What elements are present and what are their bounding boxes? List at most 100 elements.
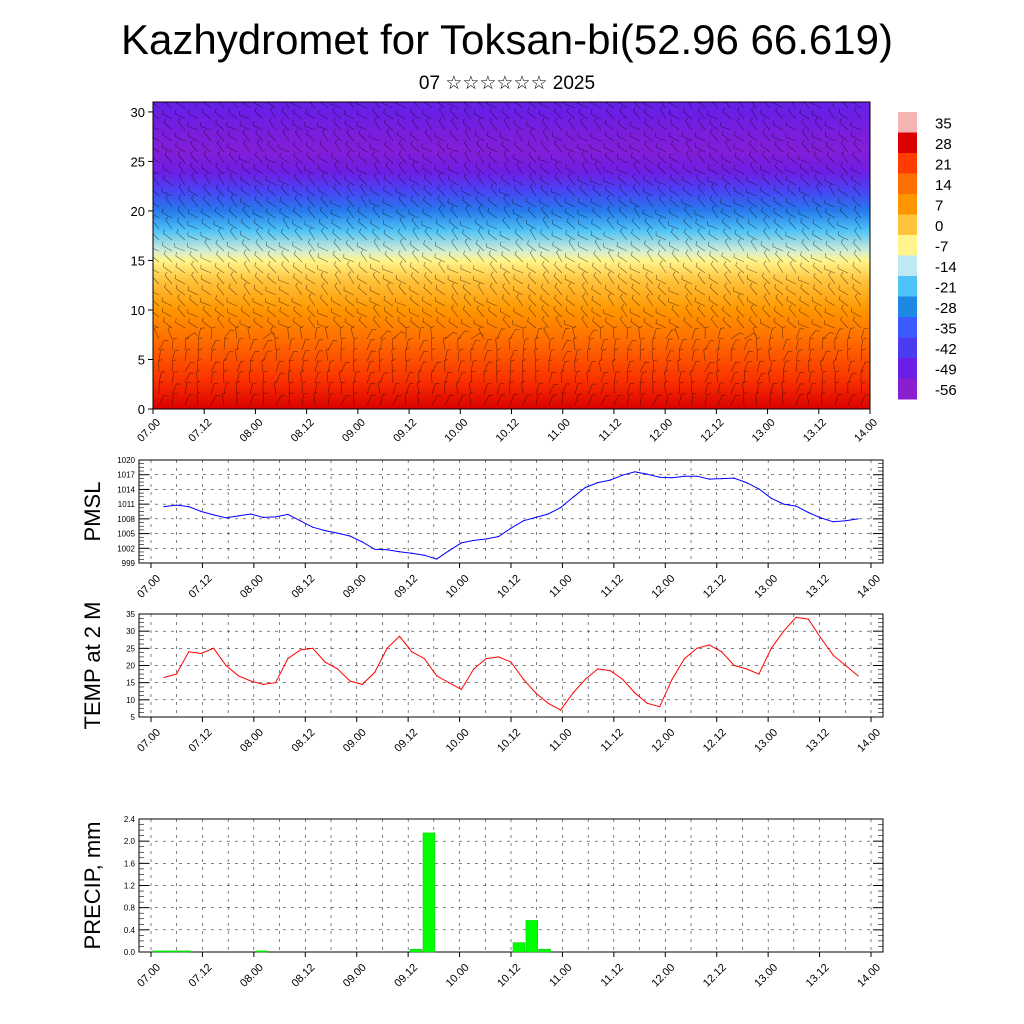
- wind-barb: [795, 328, 804, 340]
- wind-barb: [593, 272, 602, 285]
- wind-barb: [396, 208, 407, 219]
- wind-barb: [164, 271, 173, 285]
- x-tick-label: 13.12: [804, 573, 832, 601]
- wind-barb: [772, 154, 784, 164]
- pmsl-point: [274, 516, 277, 518]
- x-tick-label: 11.12: [599, 573, 626, 600]
- x-tick-label: 13.00: [750, 417, 778, 445]
- wind-barb: [488, 162, 498, 175]
- wind-barb: [460, 276, 472, 285]
- wind-barb: [226, 297, 238, 307]
- wind-barb: [153, 248, 160, 252]
- colorbar-swatch: [898, 255, 917, 277]
- wind-barb: [299, 325, 304, 340]
- wind-barb: [358, 284, 368, 296]
- wind-barb: [422, 164, 433, 175]
- wind-barb: [232, 102, 238, 109]
- wind-barb: [743, 370, 749, 384]
- colorbar-label: -28: [935, 300, 957, 317]
- pmsl-point: [423, 554, 425, 556]
- wind-barb: [372, 228, 381, 241]
- wind-barb: [340, 381, 346, 395]
- wind-barb: [802, 194, 810, 208]
- wind-barb: [215, 119, 225, 131]
- wind-barb: [552, 102, 563, 109]
- temp-point: [237, 675, 239, 677]
- wind-barb: [657, 250, 667, 263]
- wind-barb: [304, 166, 316, 175]
- wind-barb: [535, 382, 544, 395]
- pmsl-point: [770, 497, 772, 499]
- wind-barb: [322, 128, 329, 142]
- wind-barb: [320, 294, 329, 307]
- wind-barb: [358, 129, 368, 142]
- wind-barb: [409, 240, 420, 252]
- wind-barb: [347, 205, 355, 219]
- wind-barb: [153, 157, 160, 164]
- wind-barb: [321, 172, 329, 186]
- x-tick-label: 07.00: [135, 962, 163, 990]
- wind-barb: [449, 107, 459, 120]
- wind-barb: [163, 250, 173, 263]
- wind-barb: [465, 205, 472, 219]
- wind-barb: [800, 251, 810, 263]
- wind-barb: [826, 151, 836, 164]
- wind-barb: [574, 393, 583, 406]
- wind-barb: [188, 318, 199, 329]
- pmsl-point: [634, 471, 636, 473]
- wind-barb: [652, 359, 658, 373]
- wind-barb: [463, 250, 472, 263]
- wind-barb: [228, 206, 238, 219]
- wind-barb: [773, 306, 784, 318]
- y-tick-label: 5: [131, 713, 136, 722]
- wind-barb: [344, 317, 355, 329]
- pmsl-point: [745, 482, 748, 484]
- wind-barb: [451, 227, 459, 241]
- y-tick-label: 25: [131, 154, 145, 169]
- wind-barb: [587, 394, 597, 406]
- colorbar-label: 7: [935, 197, 943, 214]
- wind-barb: [292, 317, 303, 329]
- wind-barb: [632, 106, 641, 120]
- wind-barb: [840, 316, 849, 329]
- wind-barb: [487, 207, 498, 219]
- wind-barb: [278, 176, 290, 186]
- wind-barb: [405, 383, 414, 395]
- wind-barb: [153, 272, 160, 285]
- wind-barb: [685, 293, 693, 307]
- wind-barb: [608, 249, 615, 263]
- chart-title: Kazhydromet for Toksan-bi(52.96 66.619): [121, 16, 893, 63]
- colorbar-swatch: [898, 337, 917, 359]
- wind-barb: [581, 150, 589, 164]
- wind-barb: [751, 106, 758, 120]
- wind-barb: [561, 351, 572, 362]
- wind-barb: [791, 102, 797, 109]
- wind-barb: [222, 359, 228, 373]
- wind-barb: [540, 251, 550, 263]
- wind-barb: [594, 161, 602, 175]
- wind-barb: [787, 251, 797, 263]
- wind-barb: [333, 260, 342, 274]
- wind-barb: [619, 315, 628, 329]
- wind-barb: [449, 218, 459, 230]
- wind-barb: [717, 338, 724, 351]
- wind-barb: [383, 186, 394, 197]
- wind-barb: [267, 185, 277, 197]
- y-axis-title: PRECIP, mm: [80, 822, 105, 950]
- wind-barb: [262, 332, 276, 340]
- wind-barb: [475, 239, 485, 252]
- wind-barb: [795, 338, 803, 351]
- wind-barb: [657, 294, 667, 307]
- wind-barb: [851, 273, 862, 285]
- wind-barb: [340, 361, 351, 373]
- wind-barb: [695, 219, 706, 230]
- wind-barb: [353, 348, 358, 362]
- y-tick-label: 0: [138, 402, 145, 417]
- wind-barb: [847, 381, 852, 395]
- wind-barb: [827, 217, 836, 230]
- pmsl-point: [336, 532, 339, 534]
- wind-barb: [382, 198, 394, 208]
- wind-barb: [824, 199, 836, 208]
- y-tick-label: 20: [126, 662, 135, 671]
